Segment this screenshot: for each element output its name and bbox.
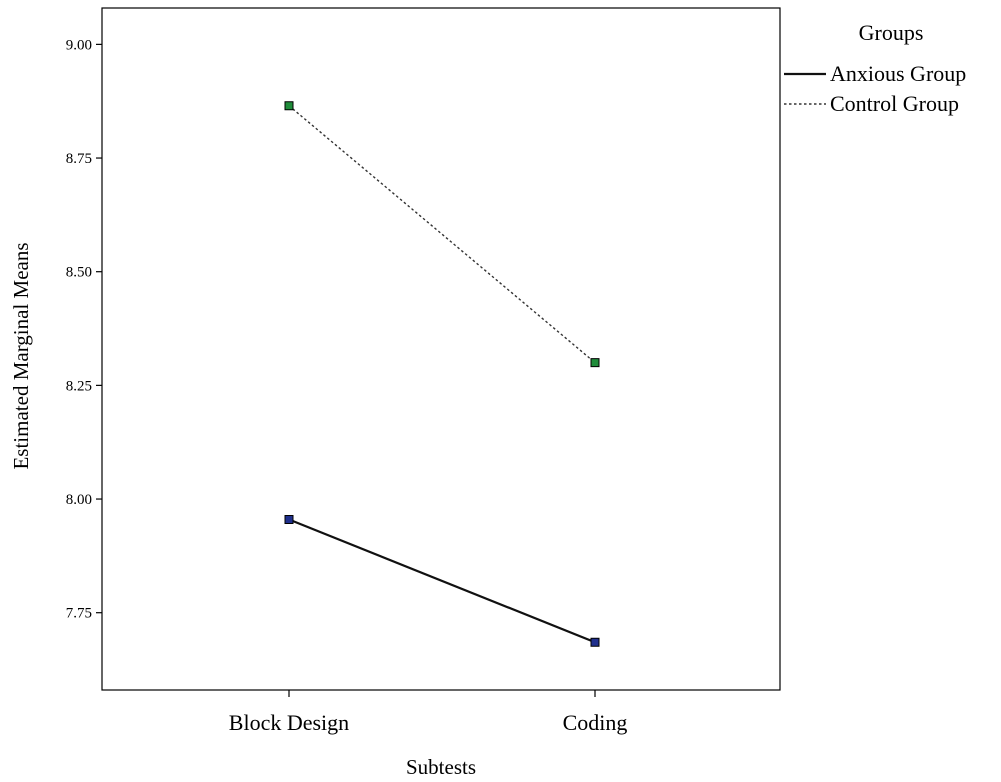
series-line-anxious-group [288, 518, 596, 644]
y-tick-label: 9.00 [66, 37, 92, 53]
legend-label-control-group: Control Group [830, 91, 959, 116]
y-tick-label: 7.75 [66, 606, 92, 622]
legend-label-anxious-group: Anxious Group [830, 61, 966, 86]
x-axis: Block Design Coding [229, 690, 628, 735]
x-tick-label: Block Design [229, 710, 349, 735]
y-tick-label: 8.00 [66, 492, 92, 508]
y-tick-label: 8.25 [66, 378, 92, 394]
y-tick-label: 8.50 [66, 265, 92, 281]
series-layer [284, 101, 600, 647]
y-axis-title: Estimated Marginal Means [9, 242, 33, 469]
y-tick-label: 8.75 [66, 151, 92, 167]
data-point-control-group [284, 101, 294, 111]
plot-area-frame [101, 7, 781, 691]
legend-title: Groups [859, 20, 924, 45]
x-axis-title: Subtests [406, 755, 476, 779]
y-axis: 7.75 8.00 8.25 8.50 8.75 9.00 [66, 37, 102, 622]
data-point-control-group [590, 358, 600, 368]
legend-entries: Anxious Group Control Group [784, 61, 966, 116]
legend: Groups Anxious Group Control Group [784, 20, 966, 116]
series-line-control-group [288, 105, 596, 364]
data-point-anxious-group [284, 515, 294, 524]
x-tick-label: Coding [563, 710, 628, 735]
data-point-anxious-group [590, 637, 600, 647]
